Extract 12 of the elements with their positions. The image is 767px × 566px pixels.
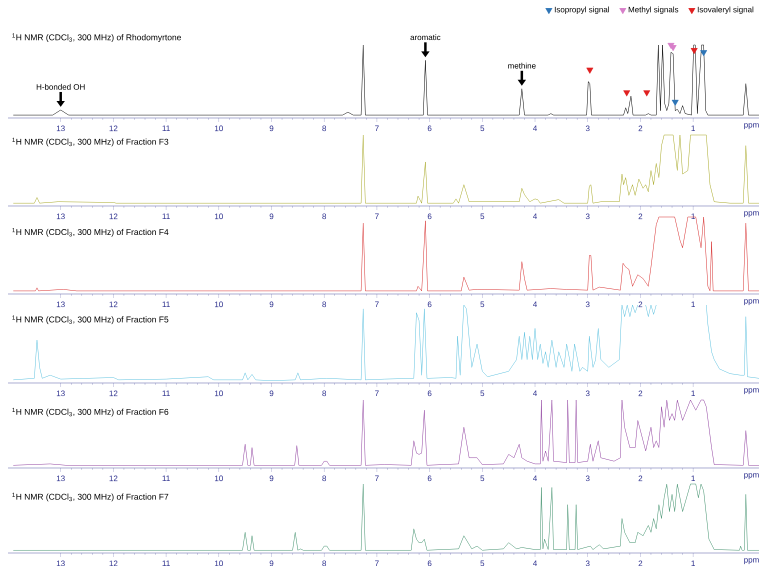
point: [623, 90, 630, 96]
point: [700, 50, 708, 56]
chart-title: $^{1}$H NMR (CDCl$_{3}$, 300 MHz) of Fraction F3: [12, 138, 168, 146]
point: [643, 90, 650, 96]
text: $^{1}$H NMR (CDCl$_{3}$, 300 MHz) of Fraction F5: [12, 315, 168, 324]
point: [586, 68, 594, 74]
chart-title: $^{1}$H NMR (CDCl$_{3}$, 300 MHz) of Rhodomyrtone: [12, 33, 182, 42]
text: $^{1}$H NMR (CDCl$_{3}$, 300 MHz) of Fraction F4: [12, 228, 168, 237]
point: [672, 100, 679, 106]
point: [690, 48, 698, 54]
text: $^{1}$H NMR (CDCl$_{3}$, 300 MHz) of Fraction F6: [12, 408, 168, 417]
text: $^{1}$H NMR (CDCl$_{3}$, 300 MHz) of Fraction F7: [12, 492, 168, 502]
